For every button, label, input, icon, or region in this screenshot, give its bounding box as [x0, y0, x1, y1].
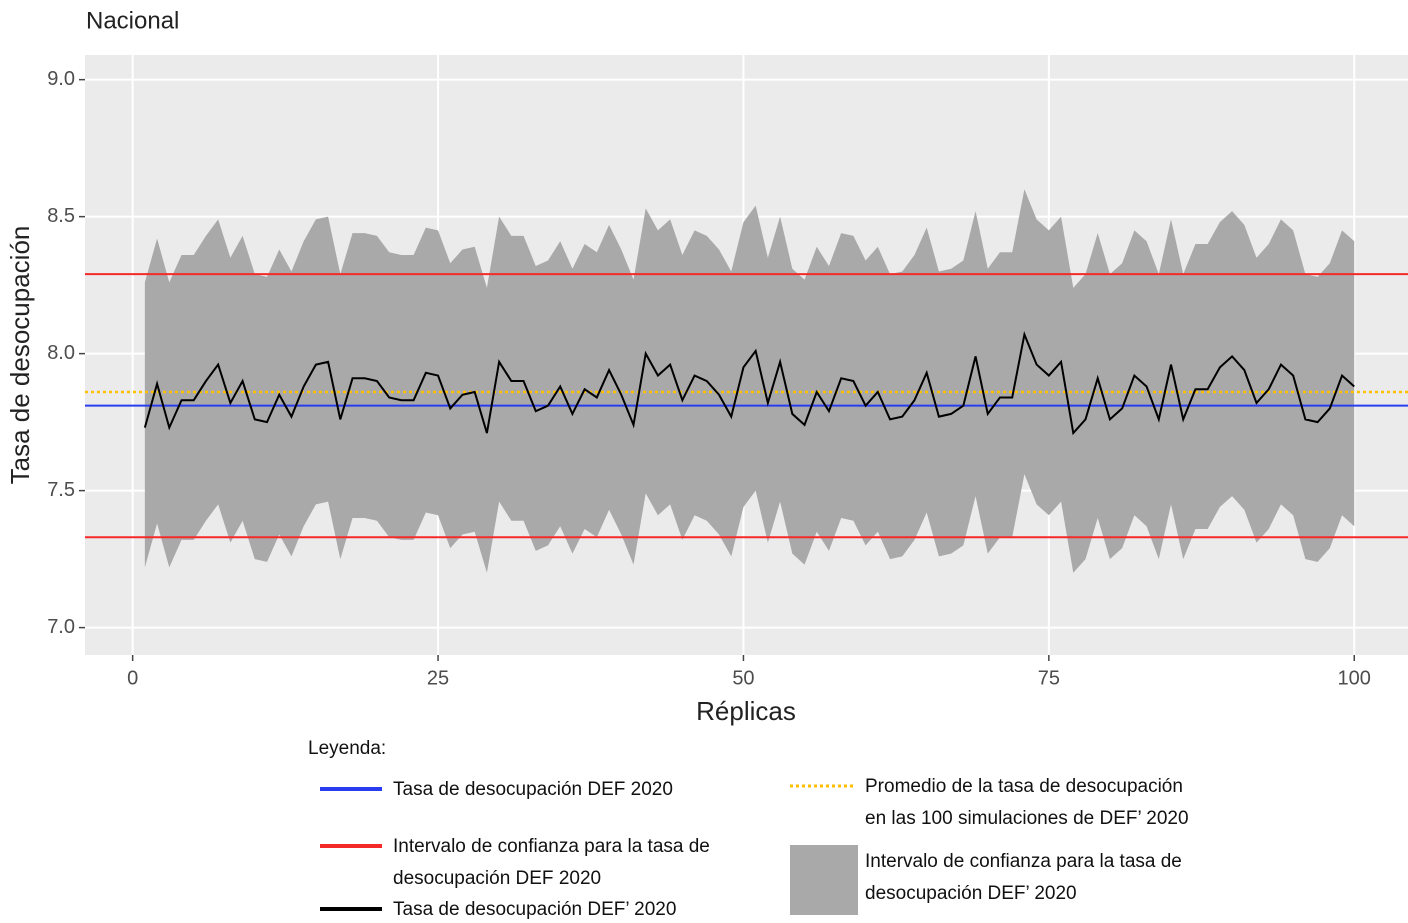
- legend-label: en las 100 simulaciones de DEF’ 2020: [865, 808, 1189, 829]
- legend-label: Promedio de la tasa de desocupación: [865, 776, 1183, 797]
- legend-label: Tasa de desocupación DEF’ 2020: [393, 899, 676, 920]
- x-tick-label: 25: [427, 667, 449, 689]
- x-tick-label: 50: [732, 667, 754, 689]
- legend-swatch: [790, 845, 858, 915]
- y-tick-label: 8.5: [47, 205, 75, 227]
- legend-label: Intervalo de confianza para la tasa de: [393, 836, 710, 857]
- legend-title: Leyenda:: [308, 738, 386, 759]
- confidence-band: [144, 189, 1355, 573]
- y-tick-label: 7.0: [47, 616, 75, 638]
- legend-label: desocupación DEF 2020: [393, 868, 601, 889]
- y-tick-label: 7.5: [47, 479, 75, 501]
- legend-label: Intervalo de confianza para la tasa de: [865, 851, 1182, 872]
- chart-title: Nacional: [86, 7, 179, 34]
- x-axis-label: Réplicas: [696, 696, 796, 726]
- legend-label: Tasa de desocupación DEF 2020: [393, 779, 673, 800]
- series-line: [143, 330, 1355, 436]
- x-tick-label: 100: [1338, 667, 1371, 689]
- x-tick-label: 0: [127, 667, 138, 689]
- y-tick-label: 9.0: [47, 68, 75, 90]
- y-tick-label: 8.0: [47, 342, 75, 364]
- x-tick-label: 75: [1038, 667, 1060, 689]
- legend-label: desocupación DEF’ 2020: [865, 883, 1077, 904]
- y-axis-label: Tasa de desocupación: [5, 226, 35, 485]
